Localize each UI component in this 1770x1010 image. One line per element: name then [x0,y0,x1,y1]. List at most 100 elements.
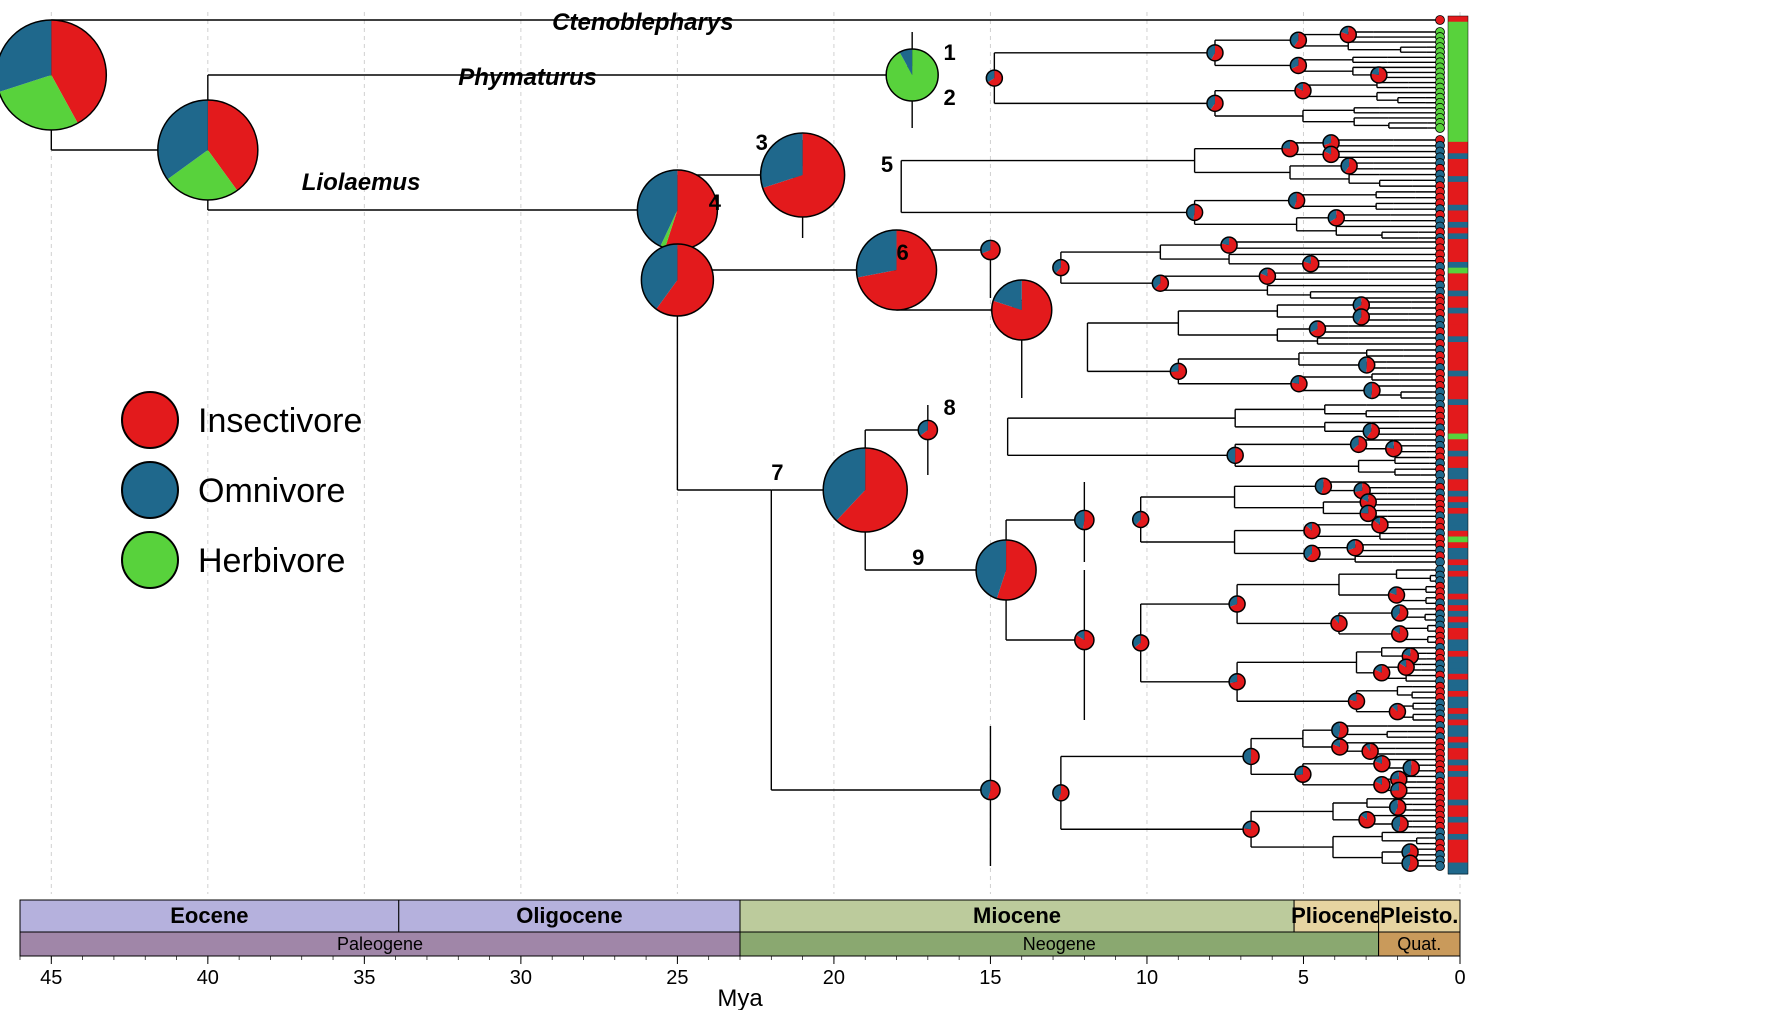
tip-state-cell [1448,434,1468,440]
tip-state-cell [1448,376,1468,382]
axis-title: Mya [717,985,763,1010]
tip-state-cell [1448,599,1468,605]
tip-state-cell [1448,628,1468,634]
pie-chart [1304,545,1320,561]
pie-chart [1348,693,1364,709]
period-label: Quat. [1397,934,1441,954]
pie-chart [1229,674,1245,690]
node-number: 3 [756,130,768,155]
pie-chart [981,780,1000,799]
node-number: 5 [881,152,893,177]
node-number: 9 [912,545,924,570]
pie-chart [1289,193,1305,209]
tip-state-cell [1448,245,1468,251]
axis-tick-label: 15 [979,967,1001,989]
tip-state-cell [1448,348,1468,354]
tip-state-cell [1448,845,1468,851]
taxon-label: Liolaemus [302,169,421,196]
pie-chart [1390,799,1406,815]
tip-state-cell [1448,662,1468,668]
node-number: 1 [943,40,955,65]
pie-chart [1295,766,1311,782]
pie-chart [1133,635,1149,651]
tip-state-cell [1448,279,1468,285]
tip-state-cell [1448,56,1468,62]
pie-chart [1152,275,1168,291]
pie-chart [1362,743,1378,759]
tip-state-cell [1448,205,1468,211]
tip-state-cell [1448,188,1468,194]
tip-state-cell [1448,428,1468,434]
tip-state-cell [1448,720,1468,726]
pie-chart [1392,816,1408,832]
axis-tick-label: 40 [197,967,219,989]
tip-state-cell [1448,559,1468,565]
pie-chart [1259,268,1275,284]
legend-swatch [122,532,178,588]
tip-state-cell [1448,468,1468,474]
tip-state-cell [1448,39,1468,45]
tip-state-cell [1448,16,1468,22]
tip-state-cell [1448,262,1468,268]
tip-state-cell [1448,331,1468,337]
tip-state-cell [1448,577,1468,583]
epoch-label: Pliocene [1291,903,1381,928]
tip-state-cell [1448,119,1468,125]
epoch-label: Oligocene [516,903,622,928]
tip-state-cell [1448,863,1468,869]
node-number: 7 [771,460,783,485]
pie-chart [823,448,907,532]
pie-chart [1133,512,1149,528]
tip-state-cell [1448,565,1468,571]
pie-chart [981,240,1000,259]
tip-state-cell [1448,308,1468,314]
axis-tick-label: 10 [1136,967,1158,989]
tip-state-cell [1448,702,1468,708]
pie-chart [1053,785,1069,801]
tip-state-cell [1448,130,1468,136]
tip-state-cell [1448,594,1468,600]
tip-state-cell [1448,405,1468,411]
tip-state-cell [1448,90,1468,96]
tip-state-cell [1448,239,1468,245]
pie-chart [1282,141,1298,157]
pie-chart [918,420,937,439]
pie-chart [1359,812,1375,828]
pie-chart [976,540,1036,600]
pie-chart [1372,517,1388,533]
pie-chart [1332,739,1348,755]
tip-state-cell [1448,680,1468,686]
pie-chart [986,70,1002,86]
pie-chart [1359,357,1375,373]
tip-state-cell [1448,485,1468,491]
pie-chart [1332,722,1348,738]
tip-state-cell [1448,416,1468,422]
tip-state-cell [1448,142,1468,148]
tip-state-cell [1448,451,1468,457]
node-number: 8 [943,395,955,420]
tip-state-cell [1448,176,1468,182]
tip-state-cell [1448,165,1468,171]
tip-state-cell [1448,731,1468,737]
pie-chart [1075,630,1094,649]
tip-state-cell [1448,794,1468,800]
tip-state-cell [1448,45,1468,51]
pie-chart [1392,626,1408,642]
tip-state-cell [1448,113,1468,119]
pie-chart [1304,523,1320,539]
tip-state-cell [1448,708,1468,714]
pie-chart [1386,441,1402,457]
tip-state-cell [1448,216,1468,222]
tip-state-cell [1448,811,1468,817]
tip-state-cell [1448,273,1468,279]
tip-state-cell [1448,285,1468,291]
tip-marker [1436,124,1445,133]
tip-state-cell [1448,857,1468,863]
tip-state-cell [1448,170,1468,176]
legend-label: Omnivore [198,472,345,510]
tip-state-cell [1448,193,1468,199]
tip-state-cell [1448,148,1468,154]
tip-state-cell [1448,605,1468,611]
tip-state-cell [1448,805,1468,811]
tip-state-cell [1448,668,1468,674]
